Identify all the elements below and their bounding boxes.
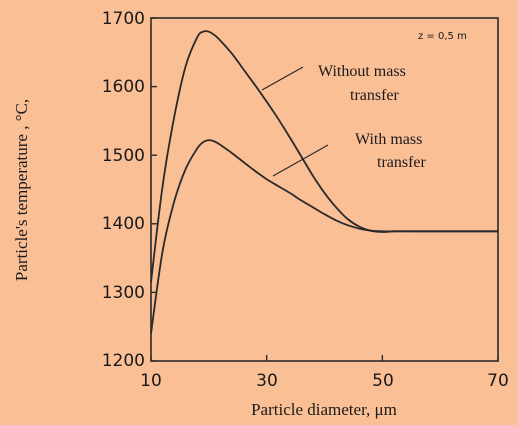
label-with-line1: With mass — [355, 131, 422, 148]
curve-with-mass-transfer — [150, 139, 498, 334]
y-tick-label-1700: 1700 — [102, 9, 145, 29]
y-tick-label-1600: 1600 — [102, 77, 145, 97]
leader-line-with — [272, 144, 329, 177]
x-axis-label: Particle diameter, μm — [251, 400, 397, 419]
label-without-line2: transfer — [350, 87, 400, 104]
leader-line-without — [261, 66, 304, 91]
x-tick-label-70: 70 — [487, 371, 509, 391]
x-tick-label-30: 30 — [256, 371, 278, 391]
label-with-line2: transfer — [377, 154, 427, 171]
y-tick-label-1400: 1400 — [102, 214, 145, 234]
plot-frame — [150, 17, 499, 362]
y-tick-label-1200: 1200 — [102, 351, 145, 371]
x-tick-label-10: 10 — [140, 371, 162, 391]
y-axis-label: Particle's temperature , °C, — [12, 99, 31, 281]
z-annotation: z = 0,5 m — [418, 31, 467, 42]
y-tick-labels: 1700 1600 1500 1400 1300 1200 — [102, 9, 145, 371]
x-tick-label-50: 50 — [372, 371, 394, 391]
label-without-line1: Without mass — [318, 63, 406, 80]
x-tick-labels: 10 30 50 70 — [140, 371, 509, 391]
y-tick-label-1300: 1300 — [102, 283, 145, 303]
tick-group — [150, 17, 499, 362]
y-tick-label-1500: 1500 — [102, 146, 145, 166]
